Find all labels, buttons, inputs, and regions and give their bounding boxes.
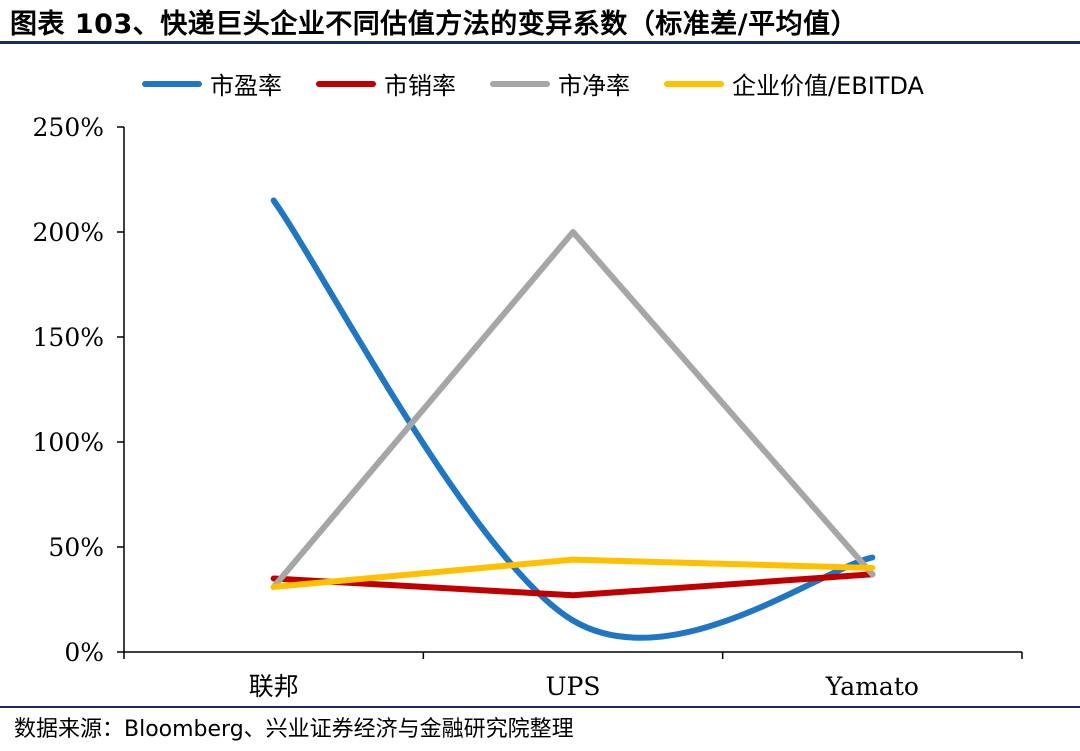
y-tick-label: 0% bbox=[64, 638, 104, 667]
y-tick-label: 200% bbox=[33, 218, 104, 247]
legend-label-pe: 市盈率 bbox=[210, 72, 282, 100]
chart-title: 图表 103、快递巨头企业不同估值方法的变异系数（标准差/平均值） bbox=[10, 9, 859, 40]
legend-item-pe: 市盈率 bbox=[142, 66, 282, 101]
legend: 市盈率 市销率 市净率 企业价值/EBITDA bbox=[0, 62, 1080, 102]
y-tick-label: 100% bbox=[33, 428, 104, 457]
y-tick-label: 150% bbox=[33, 323, 104, 352]
legend-swatch-pb bbox=[490, 80, 550, 87]
source-note: 数据来源：Bloomberg、兴业证券经济与金融研究院整理 bbox=[14, 717, 574, 742]
y-tick-label: 250% bbox=[33, 113, 104, 142]
legend-label-ev-ebitda: 企业价值/EBITDA bbox=[732, 72, 924, 100]
x-tick-label: 联邦 bbox=[249, 672, 299, 701]
source-divider bbox=[0, 706, 1080, 708]
x-tick-label: UPS bbox=[545, 672, 600, 701]
legend-item-ev-ebitda: 企业价值/EBITDA bbox=[664, 66, 924, 101]
legend-swatch-pe bbox=[142, 80, 202, 87]
legend-swatch-ev-ebitda bbox=[664, 80, 724, 87]
title-divider bbox=[0, 41, 1080, 44]
legend-item-ps: 市销率 bbox=[316, 66, 456, 101]
legend-item-pb: 市净率 bbox=[490, 66, 630, 101]
legend-swatch-ps bbox=[316, 80, 376, 87]
series-line-3 bbox=[270, 556, 876, 590]
legend-label-ps: 市销率 bbox=[384, 72, 456, 100]
y-tick-label: 50% bbox=[48, 533, 104, 562]
series-line-2 bbox=[270, 229, 876, 590]
legend-label-pb: 市净率 bbox=[558, 72, 630, 100]
series-line-1 bbox=[270, 571, 876, 599]
x-tick-label: Yamato bbox=[825, 672, 919, 701]
series-line-0 bbox=[270, 197, 876, 641]
